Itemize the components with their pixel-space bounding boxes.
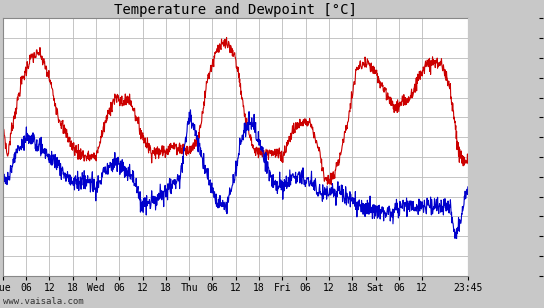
Title: Temperature and Dewpoint [°C]: Temperature and Dewpoint [°C]: [114, 3, 357, 17]
Text: www.vaisala.com: www.vaisala.com: [3, 298, 83, 306]
